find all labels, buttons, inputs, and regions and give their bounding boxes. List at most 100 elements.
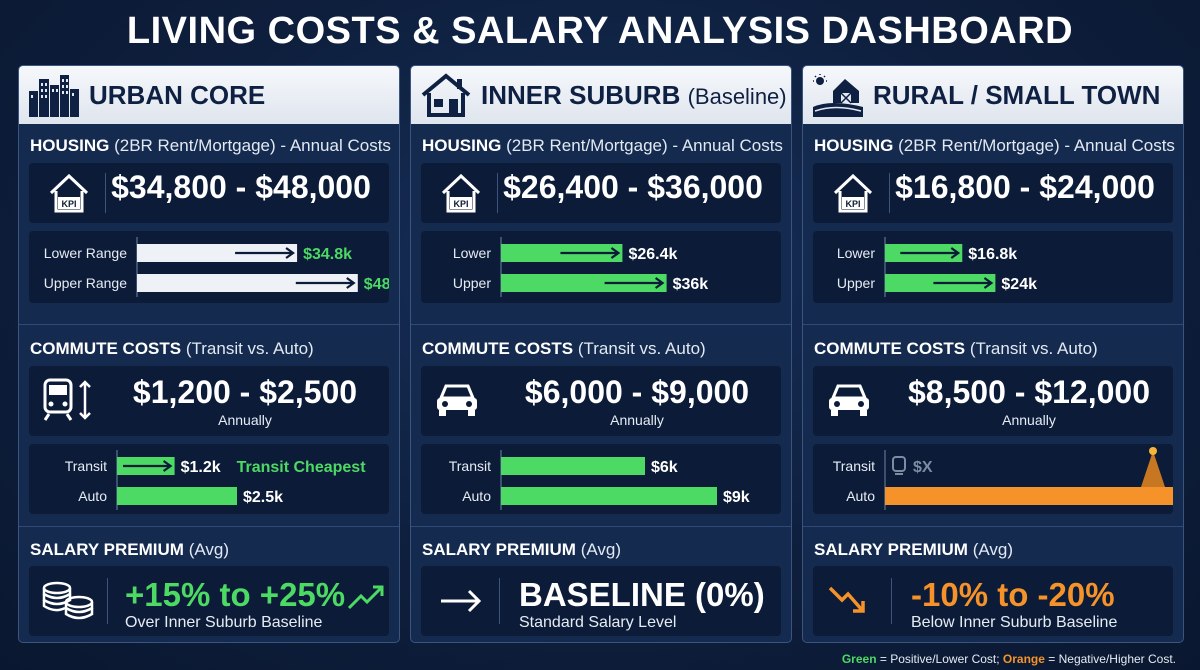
dashboard-title: LIVING COSTS & SALARY ANALYSIS DASHBOARD — [126, 10, 1074, 52]
salary-panel: +15% to +25% Over Inner Suburb Baseline — [29, 566, 389, 636]
housing-bar-chart: Lower Range $34.8k Upper Range $48k — [44, 237, 389, 297]
commute-bar-panel: Transit $6k Auto $9k — [421, 444, 781, 514]
bar-arrow — [295, 277, 356, 289]
train-icon — [41, 378, 97, 427]
bar-value-label: $2.5k — [243, 489, 283, 506]
bar-arrow — [560, 247, 621, 259]
house-kpi-icon: KPI — [437, 171, 485, 215]
car-icon — [825, 380, 873, 425]
bar-value-label: $X — [913, 459, 933, 476]
trend-up-icon — [347, 582, 387, 617]
column-title: RURAL / SMALL TOWN — [873, 79, 1161, 110]
bar-category-label: Auto — [846, 488, 875, 504]
legend-green-word: Green — [841, 652, 877, 666]
column-header: RURAL / SMALL TOWN — [803, 66, 1183, 124]
column-header: URBAN CORE — [19, 66, 399, 124]
bar-value-label: $16.8k — [968, 246, 1017, 263]
column-title: URBAN CORE — [89, 79, 266, 110]
bar — [117, 487, 237, 505]
bar-arrow — [235, 247, 295, 259]
bar-arrow — [604, 277, 665, 289]
bar-value-label: $9k — [723, 489, 750, 506]
commute-kpi-panel: $8,500 - $12,000 Annually — [813, 366, 1173, 436]
bar-value-label: $24k — [1001, 276, 1037, 293]
bar — [885, 487, 1173, 505]
salary-section-title: SALARY PREMIUM (Avg) — [422, 540, 622, 559]
housing-kpi-panel: KPI $34,800 - $48,000 — [29, 163, 389, 223]
legend-orange-word: Orange — [1002, 652, 1045, 666]
housing-bar-chart: Lower $16.8k Upper $24k — [837, 237, 1037, 297]
bus-icon — [892, 456, 906, 475]
commute-bar-chart: Transit $1.2k Transit Cheapest Auto $2.5k — [65, 450, 367, 510]
coins-icon — [39, 578, 97, 629]
trend-down-icon — [827, 582, 871, 623]
house-icon — [419, 72, 473, 118]
bar-spike-dot — [1149, 447, 1157, 455]
city-skyline-icon — [27, 72, 81, 118]
bar-category-label: Auto — [78, 488, 107, 504]
bar-value-label: $48k — [364, 276, 389, 293]
bar-value-label: $1.2k — [181, 459, 221, 476]
housing-kpi-panel: KPI $16,800 - $24,000 — [813, 163, 1173, 223]
salary-section-title: SALARY PREMIUM (Avg) — [814, 540, 1014, 559]
bar-category-label: Lower — [453, 245, 491, 261]
commute-section-title: COMMUTE COSTS (Transit vs. Auto) — [814, 339, 1098, 358]
bar-category-label: Transit — [449, 458, 491, 474]
salary-premium-value: BASELINE (0%) — [519, 576, 765, 613]
barn-icon — [811, 72, 865, 118]
salary-panel: -10% to -20% Below Inner Suburb Baseline — [813, 566, 1173, 636]
bar-category-label: Lower Range — [44, 245, 127, 261]
bar-arrow — [900, 247, 961, 259]
housing-range-value: $26,400 - $36,000 — [503, 169, 763, 205]
housing-bar-panel: Lower Range $34.8k Upper Range $48k — [29, 231, 389, 303]
bar-category-label: Upper — [837, 275, 875, 291]
bar-value-label: $36k — [673, 276, 709, 293]
car-icon — [433, 380, 481, 425]
legend-orange-text: = Negative/Higher Cost. — [1044, 652, 1176, 666]
bar-annotation: Transit Cheapest — [237, 459, 367, 476]
commute-range-value: $6,000 - $9,000 — [524, 374, 750, 410]
commute-bar-chart: Transit $6k Auto $9k — [449, 450, 750, 510]
housing-range-value: $16,800 - $24,000 — [895, 169, 1155, 205]
svg-text:KPI: KPI — [61, 199, 76, 209]
commute-period-label: Annually — [610, 412, 664, 428]
color-legend: Green = Positive/Lower Cost; Orange = Ne… — [842, 652, 1176, 666]
salary-note: Standard Salary Level — [519, 614, 677, 631]
commute-period-label: Annually — [1002, 412, 1056, 428]
bar — [501, 457, 645, 475]
bar-category-label: Transit — [833, 458, 875, 474]
housing-kpi-panel: KPI $26,400 - $36,000 — [421, 163, 781, 223]
house-kpi-icon: KPI — [45, 171, 93, 215]
legend-green-text: = Positive/Lower Cost; — [876, 652, 1003, 666]
column-urban-core: URBAN CORE HOUSING (2BR Rent/Mortgage) -… — [18, 65, 400, 643]
commute-section-title: COMMUTE COSTS (Transit vs. Auto) — [422, 339, 706, 358]
column-title: INNER SUBURB (Baseline) — [481, 79, 787, 110]
svg-text:KPI: KPI — [453, 199, 468, 209]
bar-value-label: $34.8k — [303, 246, 352, 263]
salary-premium-value: -10% to -20% — [911, 576, 1115, 613]
bar-arrow — [933, 277, 994, 289]
commute-kpi-panel: $6,000 - $9,000 Annually — [421, 366, 781, 436]
salary-note: Over Inner Suburb Baseline — [125, 614, 323, 631]
housing-section-title: HOUSING (2BR Rent/Mortgage) - Annual Cos… — [814, 136, 1175, 155]
column-subtitle: (Baseline) — [687, 83, 787, 109]
column-inner-suburb: INNER SUBURB (Baseline) HOUSING (2BR Ren… — [410, 65, 792, 643]
column-header: INNER SUBURB (Baseline) — [411, 66, 791, 124]
commute-bar-panel: Transit $1.2k Transit Cheapest Auto $2.5k — [29, 444, 389, 514]
commute-section-title: COMMUTE COSTS (Transit vs. Auto) — [30, 339, 314, 358]
housing-bar-panel: Lower $26.4k Upper $36k — [421, 231, 781, 303]
bar-category-label: Upper Range — [44, 275, 127, 291]
bar — [501, 274, 667, 292]
housing-bar-panel: Lower $16.8k Upper $24k — [813, 231, 1173, 303]
commute-range-value: $8,500 - $12,000 — [908, 374, 1150, 410]
bar-category-label: Upper — [453, 275, 491, 291]
salary-panel: BASELINE (0%) Standard Salary Level — [421, 566, 781, 636]
salary-premium-value: +15% to +25% — [125, 576, 346, 613]
housing-section-title: HOUSING (2BR Rent/Mortgage) - Annual Cos… — [422, 136, 783, 155]
bar-value-label: $6k — [651, 459, 678, 476]
bar-value-label: $26.4k — [628, 246, 677, 263]
bar-category-label: Auto — [462, 488, 491, 504]
salary-section-title: SALARY PREMIUM (Avg) — [30, 540, 230, 559]
housing-range-value: $34,800 - $48,000 — [111, 169, 371, 205]
